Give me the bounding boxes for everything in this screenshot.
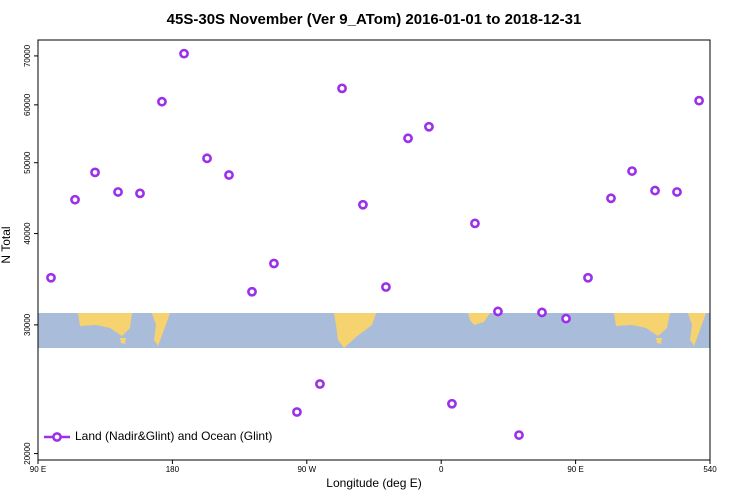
data-point: [224, 170, 234, 180]
x-tick-label: 540: [703, 465, 717, 474]
map-band: [38, 313, 710, 348]
data-point: [157, 96, 167, 107]
data-point: [113, 187, 123, 197]
y-tick-label: 30000: [23, 313, 32, 336]
legend-label: Land (Nadir&Glint) and Ocean (Glint): [75, 429, 272, 443]
data-point: [358, 199, 368, 210]
y-tick-label: 70000: [23, 44, 32, 67]
y-tick-label: 40000: [23, 222, 32, 245]
data-point: [672, 187, 682, 197]
data-point: [583, 272, 593, 283]
x-tick-label: 90 W: [297, 465, 316, 474]
data-point: [694, 95, 704, 106]
y-tick-label: 50000: [23, 151, 32, 174]
data-point: [247, 286, 257, 297]
data-point: [269, 258, 279, 269]
y-axis-label: N Total: [0, 226, 13, 263]
x-tick-label: 0: [439, 465, 444, 474]
data-point: [90, 167, 100, 178]
data-point: [179, 48, 189, 59]
data-point: [537, 307, 547, 318]
data-point: [514, 430, 524, 440]
plot-frame: [37, 39, 711, 461]
data-point: [606, 193, 616, 204]
data-point: [381, 282, 391, 292]
y-tick-label: 60000: [23, 93, 32, 116]
data-point: [46, 272, 56, 283]
data-point: [493, 306, 503, 317]
data-point: [292, 407, 302, 417]
chart-title: 45S-30S November (Ver 9_ATom) 2016-01-01…: [167, 11, 582, 28]
data-point: [315, 379, 325, 389]
legend-marker: [52, 432, 62, 442]
data-point: [70, 194, 80, 205]
data-point: [202, 153, 212, 164]
data-point: [337, 83, 347, 94]
data-point: [447, 398, 457, 409]
x-axis-label: Longitude (deg E): [326, 476, 421, 490]
data-point: [561, 313, 571, 324]
data-point: [424, 121, 434, 132]
data-point: [470, 218, 480, 229]
x-tick-label: 180: [166, 465, 180, 474]
x-tick-label: 90 E: [567, 465, 583, 474]
data-point: [627, 166, 637, 176]
data-point: [650, 185, 660, 196]
data-point: [403, 133, 413, 144]
data-point: [135, 188, 145, 199]
x-tick-label: 90 E: [30, 465, 46, 474]
y-tick-label: 20000: [23, 442, 32, 465]
